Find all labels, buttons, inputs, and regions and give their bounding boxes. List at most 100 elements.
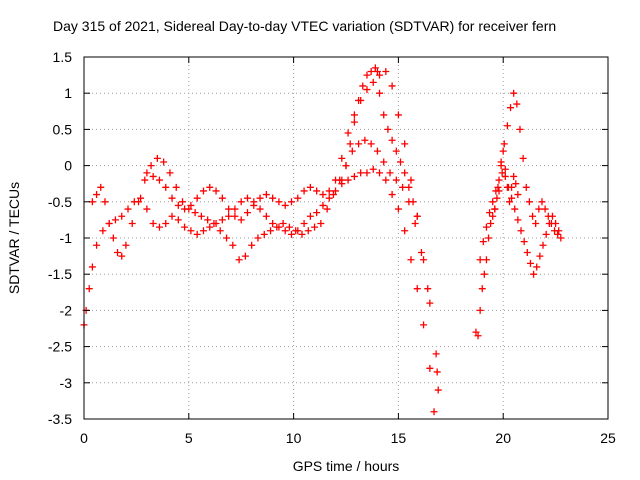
data-point-marker bbox=[338, 176, 346, 184]
data-point-marker bbox=[155, 176, 163, 184]
data-point-marker bbox=[267, 227, 275, 235]
data-point-marker bbox=[332, 176, 340, 184]
data-point-marker bbox=[206, 183, 214, 191]
data-point-marker bbox=[388, 136, 396, 144]
data-point-marker bbox=[497, 158, 505, 166]
data-point-marker bbox=[348, 147, 356, 155]
data-point-marker bbox=[285, 223, 293, 231]
data-point-marker bbox=[409, 198, 417, 206]
data-point-marker bbox=[411, 220, 419, 228]
data-point-marker bbox=[532, 220, 540, 228]
data-point-marker bbox=[510, 89, 518, 97]
data-point-marker bbox=[522, 183, 530, 191]
data-point-marker bbox=[231, 205, 239, 213]
data-point-marker bbox=[191, 209, 199, 217]
y-tick-label: -2 bbox=[60, 302, 73, 318]
chart-title: Day 315 of 2021, Sidereal Day-to-day VTE… bbox=[53, 18, 556, 34]
data-point-marker bbox=[355, 140, 363, 148]
data-point-marker bbox=[218, 216, 226, 224]
data-point-marker bbox=[212, 187, 220, 195]
data-point-marker bbox=[187, 227, 195, 235]
data-point-marker bbox=[472, 328, 480, 336]
data-point-marker bbox=[137, 194, 145, 202]
data-point-marker bbox=[332, 187, 340, 195]
data-point-marker bbox=[143, 205, 151, 213]
data-point-marker bbox=[210, 220, 218, 228]
data-point-marker bbox=[262, 212, 270, 220]
data-point-marker bbox=[542, 230, 550, 238]
data-point-marker bbox=[350, 118, 358, 126]
data-point-marker bbox=[118, 252, 126, 260]
data-point-marker bbox=[342, 162, 350, 170]
data-point-marker bbox=[149, 220, 157, 228]
data-point-marker bbox=[434, 386, 442, 394]
data-point-marker bbox=[392, 147, 400, 155]
data-point-marker bbox=[168, 194, 176, 202]
data-point-marker bbox=[223, 234, 231, 242]
data-point-marker bbox=[367, 140, 375, 148]
data-point-marker bbox=[162, 183, 170, 191]
data-point-marker bbox=[153, 154, 161, 162]
x-tick-label: 20 bbox=[495, 430, 511, 446]
data-point-marker bbox=[376, 71, 384, 79]
data-point-marker bbox=[260, 230, 268, 238]
data-point-marker bbox=[99, 227, 107, 235]
data-point-marker bbox=[323, 205, 331, 213]
data-point-marker bbox=[300, 220, 308, 228]
data-point-marker bbox=[407, 176, 415, 184]
data-point-marker bbox=[269, 194, 277, 202]
x-tick-label: 15 bbox=[391, 430, 407, 446]
data-point-marker bbox=[97, 183, 105, 191]
data-point-marker bbox=[363, 86, 371, 94]
data-point-marker bbox=[181, 223, 189, 231]
data-point-marker bbox=[162, 220, 170, 228]
data-point-marker bbox=[141, 176, 149, 184]
data-point-marker bbox=[494, 183, 502, 191]
data-point-marker bbox=[218, 194, 226, 202]
data-point-marker bbox=[495, 187, 503, 195]
data-point-marker bbox=[426, 364, 434, 372]
data-point-marker bbox=[433, 368, 441, 376]
data-point-marker bbox=[420, 256, 428, 264]
data-point-marker bbox=[386, 169, 394, 177]
data-point-marker bbox=[168, 212, 176, 220]
data-point-marker bbox=[547, 220, 555, 228]
data-point-marker bbox=[394, 205, 402, 213]
data-point-marker bbox=[373, 147, 381, 155]
data-point-marker bbox=[118, 212, 126, 220]
data-point-marker bbox=[376, 89, 384, 97]
data-point-marker bbox=[174, 216, 182, 224]
data-point-marker bbox=[526, 259, 534, 267]
data-point-marker bbox=[313, 187, 321, 195]
data-point-marker bbox=[538, 198, 546, 206]
data-point-marker bbox=[319, 191, 327, 199]
data-point-marker bbox=[292, 227, 300, 235]
data-point-marker bbox=[346, 140, 354, 148]
data-point-marker bbox=[430, 408, 438, 416]
data-point-marker bbox=[530, 270, 538, 278]
data-point-marker bbox=[231, 212, 239, 220]
data-point-marker bbox=[514, 191, 522, 199]
data-point-marker bbox=[109, 234, 117, 242]
data-point-marker bbox=[554, 230, 562, 238]
data-point-marker bbox=[304, 227, 312, 235]
data-point-marker bbox=[199, 227, 207, 235]
data-point-marker bbox=[508, 194, 516, 202]
data-point-marker bbox=[405, 183, 413, 191]
data-point-marker bbox=[197, 212, 205, 220]
data-point-marker bbox=[122, 241, 130, 249]
data-point-marker bbox=[371, 64, 379, 72]
data-point-marker bbox=[134, 198, 142, 206]
data-point-marker bbox=[306, 183, 314, 191]
y-tick-label: 0.5 bbox=[53, 121, 73, 137]
data-point-marker bbox=[508, 183, 516, 191]
data-point-marker bbox=[486, 209, 494, 217]
data-point-marker bbox=[105, 220, 113, 228]
data-point-marker bbox=[359, 82, 367, 90]
data-point-marker bbox=[529, 212, 537, 220]
data-point-marker bbox=[541, 205, 549, 213]
y-tick-label: -3 bbox=[60, 375, 73, 391]
data-point-marker bbox=[329, 191, 337, 199]
data-point-marker bbox=[533, 263, 541, 271]
data-point-marker bbox=[505, 198, 513, 206]
